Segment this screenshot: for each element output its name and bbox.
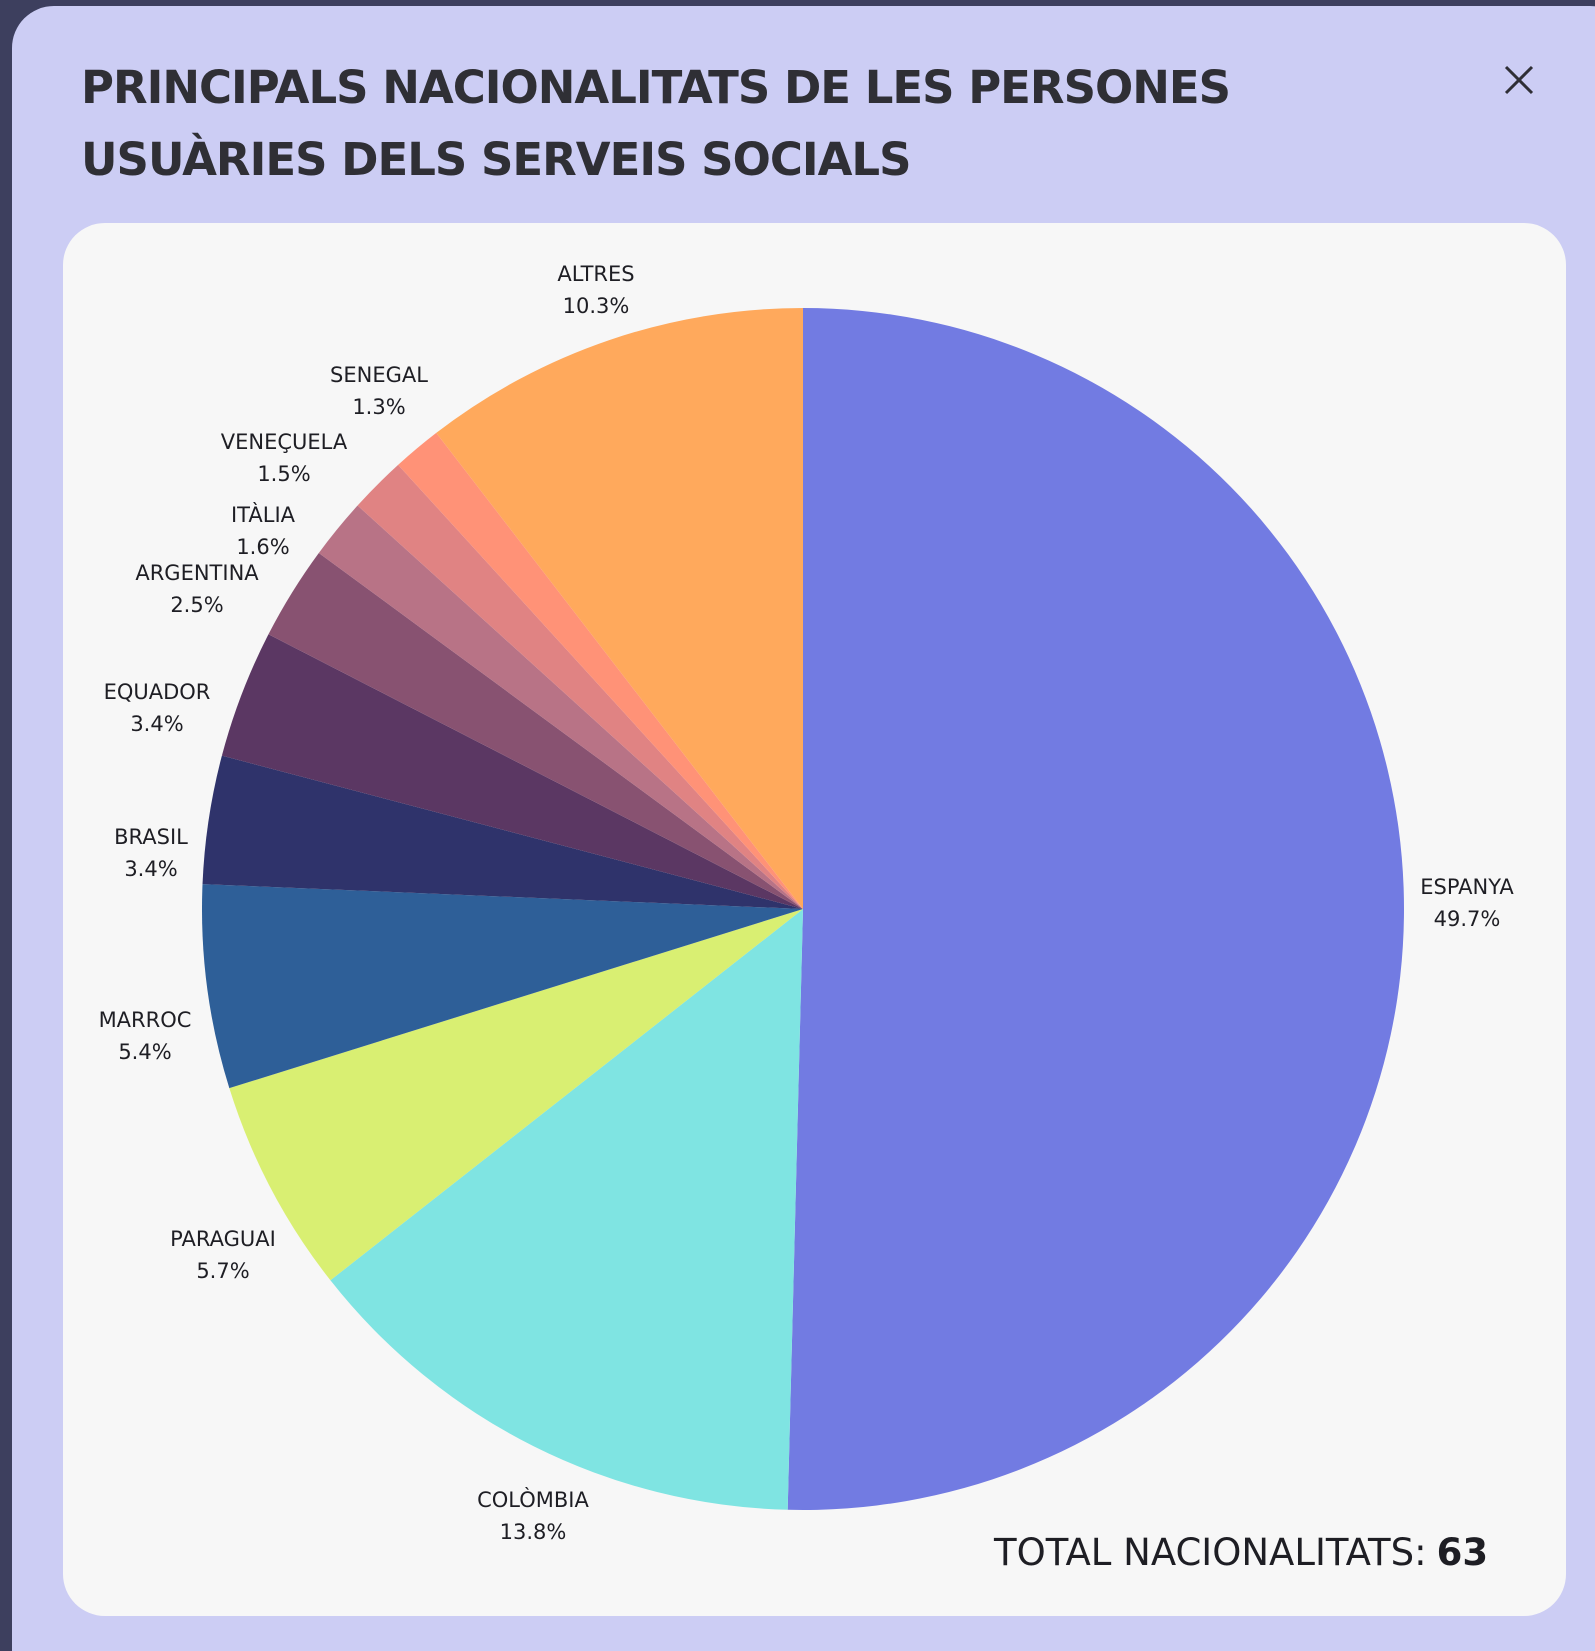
slice xyxy=(330,909,803,1510)
total-label: TOTAL NACIONALITATS: xyxy=(993,1531,1427,1574)
slice xyxy=(201,884,803,1089)
total-value: 63 xyxy=(1437,1531,1489,1574)
slice xyxy=(787,308,1405,1511)
slice-value: 1.3% xyxy=(352,395,405,419)
slice xyxy=(398,432,803,909)
slice xyxy=(221,634,804,909)
slice-value: 49.7% xyxy=(1434,907,1501,931)
total: TOTAL NACIONALITATS: 63 xyxy=(993,1531,1488,1574)
slice-name: ITÀLIA xyxy=(231,502,296,527)
slice xyxy=(436,308,803,909)
close-icon[interactable] xyxy=(1504,65,1534,95)
slice-name: VENEÇUELA xyxy=(221,430,348,454)
slice-name: PARAGUAI xyxy=(170,1227,276,1251)
slice-value: 10.3% xyxy=(563,294,630,318)
slice-value: 3.4% xyxy=(124,857,177,881)
slice xyxy=(229,909,804,1281)
slice-name: MARROC xyxy=(99,1008,192,1032)
slice xyxy=(318,505,803,909)
slice-name: BRASIL xyxy=(114,825,188,849)
slice-name: SENEGAL xyxy=(330,363,428,387)
slice-value: 5.7% xyxy=(196,1259,249,1283)
slice-name: COLÒMBIA xyxy=(477,1487,589,1512)
slice xyxy=(357,464,803,909)
slice-name: ESPANYA xyxy=(1420,875,1514,899)
slice-value: 1.6% xyxy=(236,535,289,559)
slice xyxy=(268,552,803,909)
labels: ESPANYA 49.7% COLÒMBIA 13.8% PARAGUAI 5.7% MAR… xyxy=(99,262,1515,1544)
slice-name: ARGENTINA xyxy=(135,561,259,585)
slice-name: ALTRES xyxy=(557,262,634,286)
slice-value: 3.4% xyxy=(130,712,183,736)
slice-value: 13.8% xyxy=(500,1520,567,1544)
slice-value: 1.5% xyxy=(257,462,310,486)
slice-name: EQUADOR xyxy=(104,680,211,704)
slice-value: 2.5% xyxy=(170,593,223,617)
pie xyxy=(201,308,1405,1511)
slice xyxy=(202,755,803,909)
chart-title: PRINCIPALS NACIONALITATS DE LES PERSONES… xyxy=(81,61,1231,186)
slice-value: 5.4% xyxy=(118,1040,171,1064)
close-button[interactable] xyxy=(1495,56,1543,104)
